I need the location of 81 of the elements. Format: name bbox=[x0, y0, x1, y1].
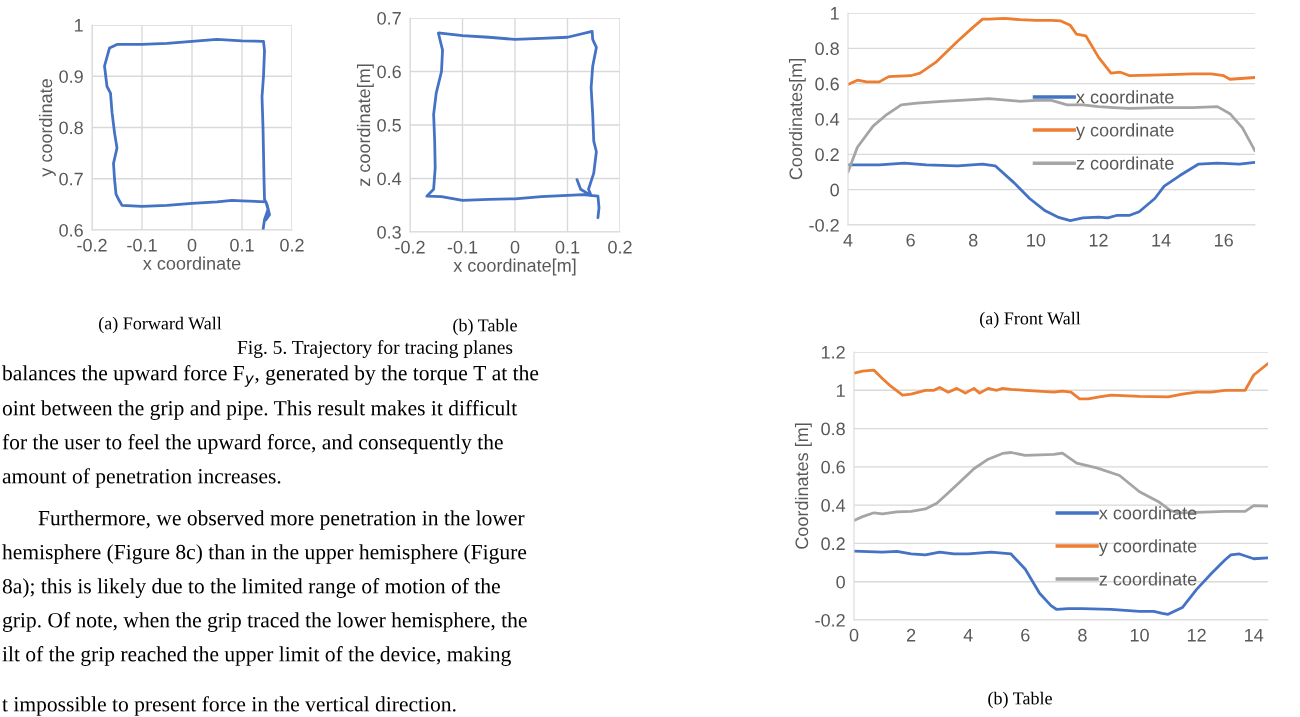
y-tick-label: 1 bbox=[75, 19, 83, 32]
x-tick-label: -0.2 bbox=[395, 240, 425, 254]
y-tick-label: 0 bbox=[830, 183, 839, 197]
x-tick-label: 6 bbox=[906, 233, 915, 247]
x-axis-title: x coordinate[m] bbox=[453, 258, 576, 276]
y-tick-label: 0 bbox=[836, 575, 845, 589]
x-tick-label: 6 bbox=[1021, 628, 1030, 642]
text: Furthermore, we observed more penetration in the lower bbox=[38, 510, 525, 530]
x-axis-title: x coordinate bbox=[143, 256, 241, 270]
y-tick-label: -0.2 bbox=[815, 613, 845, 627]
y-tick-label: 0.9 bbox=[59, 70, 83, 83]
y-axis-title: y coordinate bbox=[38, 79, 56, 177]
text: 8a); this is likely due to the limited range of motion of the bbox=[2, 578, 500, 598]
y-tick-label: 0.6 bbox=[821, 460, 845, 474]
x-tick-label: 8 bbox=[1078, 628, 1087, 642]
y-axis-title: Coordinates [m] bbox=[794, 423, 812, 549]
text: oint between the grip and pipe. This result makes it difficult bbox=[2, 400, 518, 420]
x-tick-label: 16 bbox=[1215, 233, 1233, 247]
x-tick-label: 2 bbox=[906, 628, 916, 642]
text: ilt of the grip reached the upper limit of the device, making bbox=[2, 646, 511, 666]
x-tick-label: 0.2 bbox=[608, 240, 632, 254]
x-tick-label: 4 bbox=[963, 629, 973, 642]
x-tick-label: 0 bbox=[849, 628, 859, 642]
x-tick-label: 0.1 bbox=[230, 238, 254, 252]
text: (a) Forward Wall bbox=[99, 316, 222, 334]
y-tick-label: 0.4 bbox=[377, 172, 402, 186]
y-tick-label: 0.8 bbox=[821, 422, 845, 436]
text: grip. Of note, when the grip traced the lower hemisphere, the bbox=[2, 612, 527, 632]
x-tick-label: 10 bbox=[1130, 628, 1149, 642]
x-tick-label: 0.1 bbox=[555, 240, 580, 254]
line-series bbox=[854, 451, 1268, 522]
y-tick-label: 0.2 bbox=[815, 148, 839, 162]
text: t impossible to present force in the vertical direction. bbox=[2, 696, 456, 716]
legend-label: y coordinate bbox=[1076, 123, 1174, 141]
x-tick-label: 12 bbox=[1187, 628, 1206, 642]
text: for the user to feel the upward force, and consequently the bbox=[2, 434, 503, 454]
y-tick-label: 0.6 bbox=[377, 65, 401, 79]
y-tick-label: 1.2 bbox=[821, 345, 845, 359]
legend-label: z coordinate bbox=[1099, 572, 1197, 586]
x-tick-label: 8 bbox=[968, 233, 978, 247]
text: (b) Table bbox=[988, 691, 1052, 709]
x-tick-label: 12 bbox=[1089, 233, 1108, 247]
x-tick-label: 10 bbox=[1027, 233, 1046, 247]
legend-label: y coordinate bbox=[1098, 539, 1197, 557]
x-tick-label: -0.2 bbox=[77, 238, 107, 252]
y-tick-label: 0.2 bbox=[821, 537, 845, 551]
y-tick-label: -0.2 bbox=[809, 218, 839, 232]
y-tick-label: 0.8 bbox=[815, 42, 839, 56]
y-axis-title: z coordinate[m] bbox=[356, 64, 374, 186]
y-tick-label: 0.4 bbox=[815, 112, 840, 126]
caption: Fig. 5. Trajectory for tracing planes bbox=[237, 340, 513, 358]
x-tick-label: -0.1 bbox=[127, 238, 157, 252]
x-tick-label: -0.1 bbox=[447, 240, 478, 254]
line-series bbox=[854, 362, 1268, 401]
y-tick-label: 0.6 bbox=[815, 77, 839, 91]
legend-label: z coordinate bbox=[1076, 156, 1174, 170]
x-tick-label: 4 bbox=[843, 234, 853, 247]
line-series bbox=[425, 29, 601, 219]
y-tick-label: 0.7 bbox=[377, 11, 401, 25]
x-tick-label: 0.2 bbox=[280, 238, 304, 252]
y-tick-label: 0.4 bbox=[821, 499, 846, 512]
y-tick-label: 0.5 bbox=[377, 118, 401, 132]
y-tick-label: 0.6 bbox=[59, 223, 83, 237]
y-axis-title: Coordinates[m] bbox=[788, 59, 806, 180]
x-tick-label: 0 bbox=[510, 240, 520, 254]
x-tick-label: 0 bbox=[187, 238, 197, 252]
legend-label: x coordinate bbox=[1099, 506, 1197, 520]
y-tick-label: 0.8 bbox=[59, 121, 83, 135]
text: hemisphere (Figure 8c) than in the upper hemisphere (Figure bbox=[2, 544, 527, 564]
text: (a) Front Wall bbox=[980, 311, 1081, 329]
legend-label: x coordinate bbox=[1076, 90, 1174, 104]
x-tick-label: 14 bbox=[1152, 234, 1171, 247]
y-tick-label: 0.3 bbox=[377, 225, 401, 239]
text: amount of penetration increases. bbox=[2, 468, 281, 488]
y-tick-label: 1 bbox=[837, 384, 845, 397]
line-series bbox=[103, 37, 271, 230]
x-tick-label: 14 bbox=[1245, 629, 1264, 642]
y-tick-label: 1 bbox=[831, 7, 839, 20]
text: balances the upward force F$_{y}$, generated by the torque T at the bbox=[2, 365, 539, 387]
text: (b) Table bbox=[453, 318, 517, 336]
y-tick-label: 0.7 bbox=[59, 172, 83, 186]
